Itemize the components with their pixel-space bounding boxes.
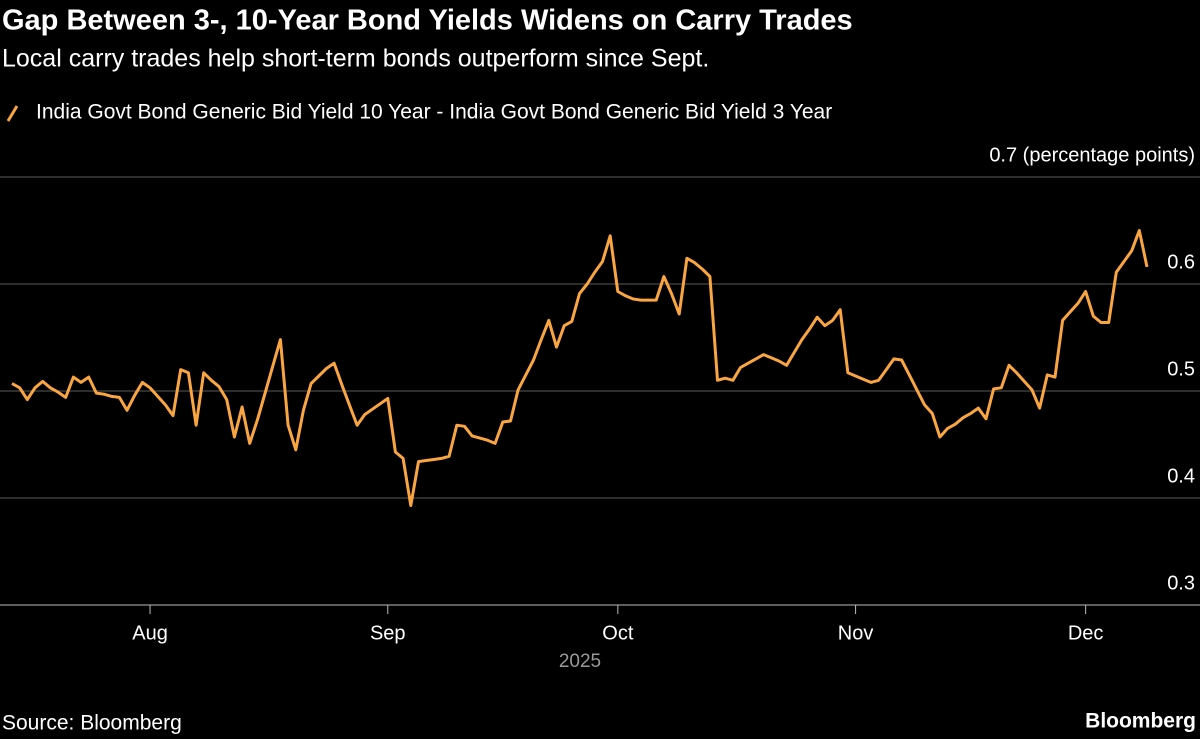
x-tick-label: Nov	[838, 622, 874, 644]
source: Source: Bloomberg	[2, 712, 182, 735]
x-tick-label: Sep	[370, 622, 406, 644]
y-tick-label: 0.3	[1167, 572, 1195, 594]
chart-subtitle: Local carry trades help short-term bonds…	[2, 45, 709, 73]
legend-swatch	[6, 105, 19, 122]
x-tick-label: Dec	[1068, 622, 1104, 644]
chart-title: Gap Between 3-, 10-Year Bond Yields Wide…	[2, 5, 853, 37]
data-line	[11, 229, 1149, 507]
y-tick-label: 0.4	[1167, 465, 1195, 487]
x-tick-label: Oct	[602, 622, 634, 644]
y-tick-label: 0.6	[1167, 251, 1195, 273]
y-tick-label: 0.5	[1167, 358, 1195, 380]
legend-label: India Govt Bond Generic Bid Yield 10 Yea…	[36, 101, 832, 124]
y-tick-label: 0.7 (percentage points)	[989, 144, 1195, 166]
brand: Bloomberg	[1085, 710, 1196, 733]
x-tick-label: Aug	[132, 622, 168, 644]
x-axis-label: 2025	[559, 651, 601, 672]
